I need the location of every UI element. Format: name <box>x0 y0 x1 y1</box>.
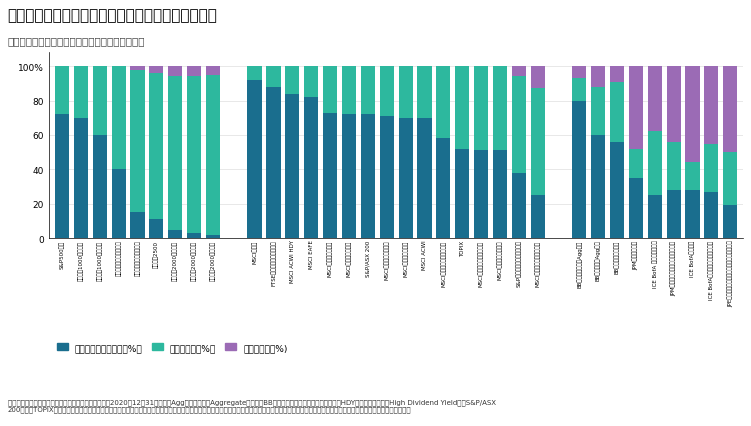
Text: （図表２）指数別の炭素排出量データの開示状況: （図表２）指数別の炭素排出量データの開示状況 <box>8 36 145 46</box>
Bar <box>399 118 412 239</box>
Bar <box>74 67 88 118</box>
Bar <box>285 67 300 95</box>
Bar <box>686 163 700 190</box>
Bar <box>591 88 605 135</box>
Bar <box>511 77 526 173</box>
Text: 出所：サステイナリティクス（炭素排出量データ）。2020年12月31日時点。Agg社債＝総合（Aggregate）社債、BB＝ブルームバーグ・バークレイズ、HD: 出所：サステイナリティクス（炭素排出量データ）。2020年12月31日時点。Ag… <box>8 398 496 412</box>
Bar <box>686 190 700 239</box>
Text: 炭素排出量に関する開示は限定的であることが多い: 炭素排出量に関する開示は限定的であることが多い <box>8 9 217 23</box>
Bar <box>168 67 182 77</box>
Bar <box>474 151 488 239</box>
Bar <box>168 77 182 230</box>
Bar <box>531 196 544 239</box>
Bar <box>206 235 220 239</box>
Bar <box>647 132 662 196</box>
Bar <box>723 153 737 206</box>
Bar <box>149 74 164 220</box>
Bar <box>493 151 507 239</box>
Bar <box>531 67 544 89</box>
Bar <box>360 67 375 115</box>
Bar <box>74 118 88 239</box>
Bar <box>704 192 719 239</box>
Bar <box>131 213 145 239</box>
Bar <box>304 67 318 98</box>
Bar <box>591 135 605 239</box>
Bar <box>647 67 662 132</box>
Bar <box>704 67 719 144</box>
Bar <box>248 67 261 81</box>
Bar <box>304 98 318 239</box>
Bar <box>572 67 587 79</box>
Bar <box>610 82 624 142</box>
Bar <box>112 67 125 170</box>
Bar <box>92 67 107 135</box>
Bar <box>511 67 526 77</box>
Bar <box>455 150 469 239</box>
Bar <box>436 67 451 139</box>
Bar <box>187 67 201 77</box>
Bar <box>187 77 201 233</box>
Bar <box>418 118 432 239</box>
Bar <box>323 113 337 239</box>
Bar <box>686 67 700 163</box>
Bar <box>342 67 356 115</box>
Bar <box>572 79 587 101</box>
Bar <box>610 142 624 239</box>
Bar <box>285 95 300 239</box>
Legend: 実績（開示）データ（%）, 推定データ（%）, データなし（%): 実績（開示）データ（%）, 推定データ（%）, データなし（%) <box>53 340 291 356</box>
Bar <box>342 115 356 239</box>
Bar <box>455 67 469 150</box>
Bar <box>474 67 488 151</box>
Bar <box>629 178 643 239</box>
Bar <box>131 67 145 70</box>
Bar <box>187 233 201 239</box>
Bar <box>531 89 544 196</box>
Bar <box>149 67 164 74</box>
Bar <box>723 206 737 239</box>
Bar <box>206 75 220 235</box>
Bar <box>380 117 394 239</box>
Bar <box>667 67 680 142</box>
Bar <box>55 67 69 115</box>
Bar <box>55 115 69 239</box>
Bar <box>112 170 125 239</box>
Bar <box>206 67 220 75</box>
Bar <box>360 115 375 239</box>
Bar <box>168 230 182 239</box>
Bar <box>399 67 412 118</box>
Bar <box>591 67 605 88</box>
Bar <box>149 220 164 239</box>
Bar <box>248 81 261 239</box>
Bar <box>704 144 719 192</box>
Bar <box>667 190 680 239</box>
Bar <box>323 67 337 113</box>
Bar <box>267 88 281 239</box>
Bar <box>610 67 624 82</box>
Bar <box>667 142 680 190</box>
Bar <box>629 67 643 150</box>
Bar <box>418 67 432 118</box>
Bar <box>511 173 526 239</box>
Bar <box>131 70 145 213</box>
Bar <box>380 67 394 117</box>
Bar <box>723 67 737 153</box>
Bar <box>92 135 107 239</box>
Bar <box>629 150 643 178</box>
Bar <box>493 67 507 151</box>
Bar <box>436 139 451 239</box>
Bar <box>647 196 662 239</box>
Bar <box>572 101 587 239</box>
Bar <box>267 67 281 88</box>
